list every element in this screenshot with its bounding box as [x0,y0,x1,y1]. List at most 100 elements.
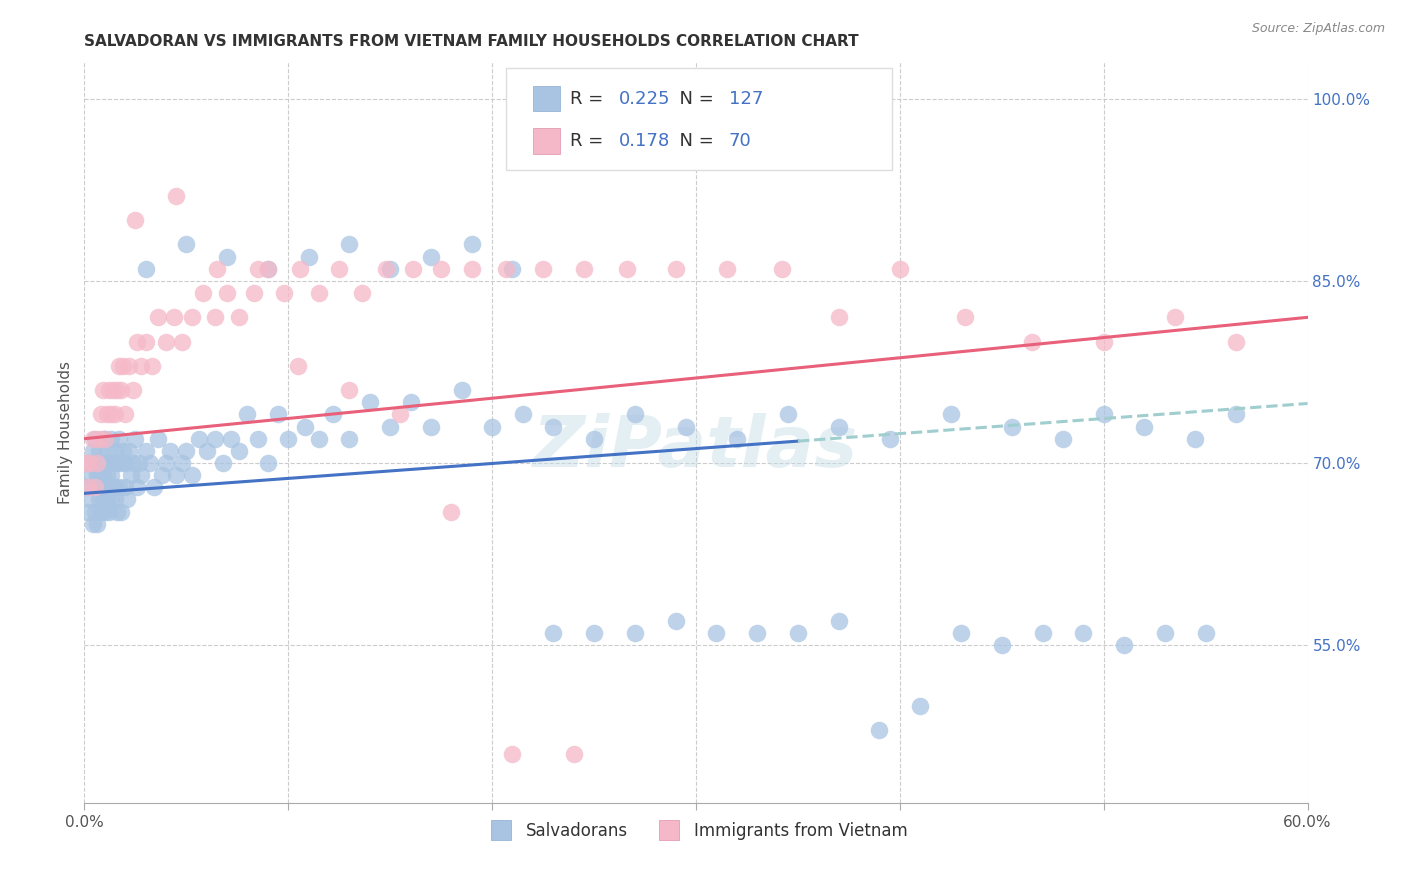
Point [100,432,122,446]
Point [159,443,181,458]
Point [83,504,105,518]
Point [624,626,647,640]
Point [91,492,114,507]
Point [77,480,100,494]
Point [138,456,160,470]
Point [114,408,136,422]
Point [1154,626,1177,640]
Point [97,480,120,494]
Point [87,492,110,507]
Point [127,334,149,349]
Point [339,383,361,397]
Point [1092,334,1115,349]
Point [114,480,136,494]
Point [87,468,110,483]
Point [747,626,769,640]
Point [105,383,128,397]
Point [950,626,973,640]
Point [79,468,101,483]
Point [236,408,259,422]
Point [991,638,1014,652]
Point [461,261,484,276]
Point [100,468,122,483]
Point [135,261,157,276]
Point [481,419,503,434]
Point [96,443,118,458]
Point [91,432,114,446]
Point [90,480,112,494]
Point [146,432,169,446]
Point [294,419,316,434]
Point [257,261,280,276]
Point [172,456,194,470]
Point [1195,626,1218,640]
Point [450,383,472,397]
Point [105,504,128,518]
Point [108,359,131,373]
Point [665,261,688,276]
Point [83,480,105,494]
Point [174,443,197,458]
Point [124,432,146,446]
FancyBboxPatch shape [506,68,891,169]
Text: ZiPatlas: ZiPatlas [533,413,859,482]
Point [889,261,911,276]
Point [869,723,891,737]
Point [375,261,398,276]
Point [165,468,187,483]
Point [96,408,118,422]
Point [83,480,105,494]
Point [90,456,112,470]
Point [257,261,280,276]
Point [150,468,173,483]
Point [246,261,269,276]
Point [82,432,104,446]
Point [100,492,122,507]
Point [135,334,157,349]
Text: N =: N = [668,90,720,108]
Point [1184,432,1206,446]
Point [91,383,114,397]
Point [562,747,585,762]
Point [118,359,141,373]
Point [572,261,595,276]
Point [246,432,269,446]
Bar [533,128,560,153]
Point [75,480,97,494]
Point [104,443,127,458]
Point [112,359,135,373]
Point [624,408,647,422]
Point [146,310,169,325]
Point [1092,408,1115,422]
Point [420,419,443,434]
Point [380,419,402,434]
Text: 70: 70 [728,132,752,150]
Point [124,213,146,227]
Text: 0.178: 0.178 [619,132,671,150]
Point [87,432,110,446]
Point [359,395,381,409]
Point [420,250,443,264]
Point [115,492,138,507]
Point [430,261,453,276]
Point [328,261,350,276]
Point [228,310,250,325]
Point [228,443,250,458]
Point [93,432,115,446]
Point [543,626,565,640]
Point [96,492,118,507]
Point [97,383,120,397]
Point [401,261,423,276]
Point [204,310,226,325]
Point [776,408,799,422]
Point [716,261,738,276]
Point [96,468,118,483]
Point [217,250,239,264]
Point [86,468,108,483]
Text: SALVADORAN VS IMMIGRANTS FROM VIETNAM FAMILY HOUSEHOLDS CORRELATION CHART: SALVADORAN VS IMMIGRANTS FROM VIETNAM FA… [84,34,859,49]
Point [502,747,524,762]
Point [101,480,124,494]
Point [131,359,153,373]
Point [104,408,127,422]
Text: Source: ZipAtlas.com: Source: ZipAtlas.com [1251,22,1385,36]
